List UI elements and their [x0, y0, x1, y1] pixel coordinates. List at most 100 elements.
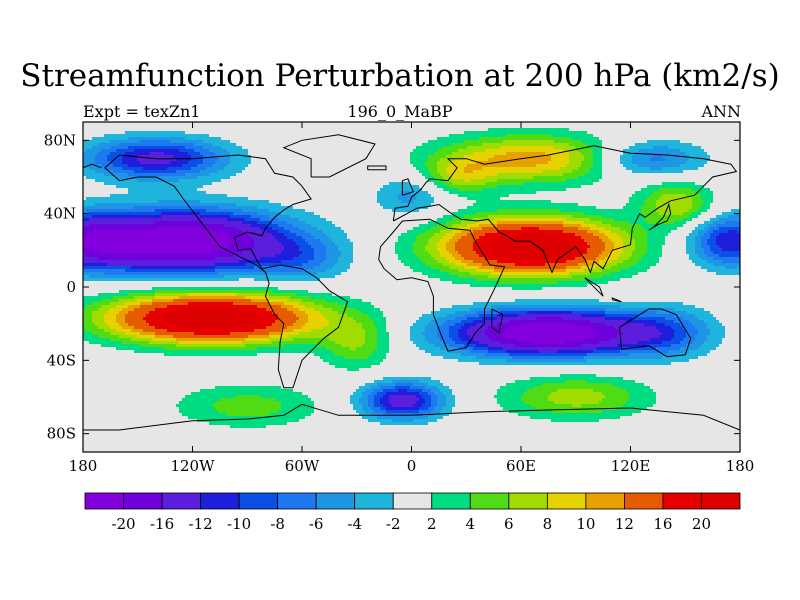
contour-cell	[122, 356, 126, 360]
contour-cell	[98, 227, 102, 231]
contour-cell	[137, 401, 141, 405]
contour-cell	[179, 425, 183, 429]
contour-cell	[212, 140, 216, 144]
contour-cell	[158, 143, 162, 147]
contour-cell	[140, 203, 144, 207]
contour-cell	[215, 317, 219, 321]
contour-cell	[203, 398, 207, 402]
contour-cell	[200, 299, 204, 303]
contour-cell	[170, 149, 174, 153]
contour-cell	[206, 341, 210, 345]
contour-cell	[119, 191, 123, 195]
contour-cell	[128, 233, 132, 237]
contour-cell	[209, 224, 213, 228]
contour-cell	[140, 308, 144, 312]
contour-cell	[140, 248, 144, 252]
contour-cell	[173, 125, 177, 129]
contour-cell	[176, 443, 180, 447]
contour-cell	[176, 221, 180, 225]
contour-cell	[170, 158, 174, 162]
contour-cell	[92, 443, 96, 447]
contour-cell	[173, 374, 177, 378]
contour-cell	[137, 185, 141, 189]
contour-cell	[206, 215, 210, 219]
contour-cell	[107, 332, 111, 336]
contour-cell	[146, 260, 150, 264]
contour-cell	[194, 299, 198, 303]
contour-cell	[134, 251, 138, 255]
contour-cell	[209, 446, 213, 450]
contour-cell	[152, 359, 156, 363]
contour-cell	[104, 242, 108, 246]
contour-cell	[203, 365, 207, 369]
contour-cell	[119, 158, 123, 162]
contour-cell	[161, 302, 165, 306]
contour-cell	[101, 317, 105, 321]
contour-cell	[83, 269, 87, 273]
contour-cell	[218, 251, 222, 255]
contour-cell	[176, 182, 180, 186]
contour-cell	[215, 428, 219, 432]
contour-cell	[200, 389, 204, 393]
contour-cell	[203, 281, 207, 285]
contour-cell	[212, 308, 216, 312]
contour-cell	[137, 320, 141, 324]
contour-cell	[125, 242, 129, 246]
contour-cell	[179, 413, 183, 417]
contour-cell	[164, 407, 168, 411]
contour-cell	[170, 386, 174, 390]
contour-cell	[200, 179, 204, 183]
contour-cell	[83, 164, 87, 168]
contour-cell	[101, 287, 105, 291]
contour-cell	[146, 173, 150, 177]
contour-cell	[137, 143, 141, 147]
contour-cell	[161, 143, 165, 147]
contour-cell	[170, 395, 174, 399]
contour-cell	[104, 365, 108, 369]
contour-cell	[110, 158, 114, 162]
contour-cell	[212, 326, 216, 330]
contour-cell	[182, 128, 186, 132]
contour-cell	[161, 287, 165, 291]
contour-cell	[218, 188, 222, 192]
contour-cell	[173, 443, 177, 447]
contour-cell	[167, 239, 171, 243]
contour-cell	[200, 290, 204, 294]
contour-cell	[173, 353, 177, 357]
contour-cell	[95, 275, 99, 279]
contour-cell	[110, 266, 114, 270]
contour-cell	[152, 443, 156, 447]
contour-cell	[83, 158, 87, 162]
contour-cell	[146, 146, 150, 150]
contour-cell	[152, 131, 156, 135]
contour-cell	[167, 410, 171, 414]
contour-cell	[170, 431, 174, 435]
contour-cell	[98, 404, 102, 408]
contour-cell	[110, 215, 114, 219]
contour-cell	[104, 302, 108, 306]
contour-cell	[131, 293, 135, 297]
contour-cell	[209, 122, 213, 126]
contour-cell	[125, 413, 129, 417]
contour-cell	[200, 395, 204, 399]
contour-cell	[170, 374, 174, 378]
contour-cell	[134, 404, 138, 408]
contour-cell	[185, 191, 189, 195]
contour-cell	[206, 170, 210, 174]
contour-cell	[161, 392, 165, 396]
contour-cell	[101, 386, 105, 390]
contour-cell	[104, 230, 108, 234]
contour-cell	[113, 359, 117, 363]
contour-cell	[206, 143, 210, 147]
contour-cell	[104, 329, 108, 333]
contour-cell	[101, 242, 105, 246]
contour-cell	[167, 161, 171, 165]
contour-cell	[143, 293, 147, 297]
contour-cell	[131, 200, 135, 204]
contour-cell	[170, 425, 174, 429]
contour-cell	[158, 287, 162, 291]
contour-cell	[218, 227, 222, 231]
contour-cell	[200, 125, 204, 129]
contour-cell	[209, 299, 213, 303]
contour-cell	[179, 386, 183, 390]
